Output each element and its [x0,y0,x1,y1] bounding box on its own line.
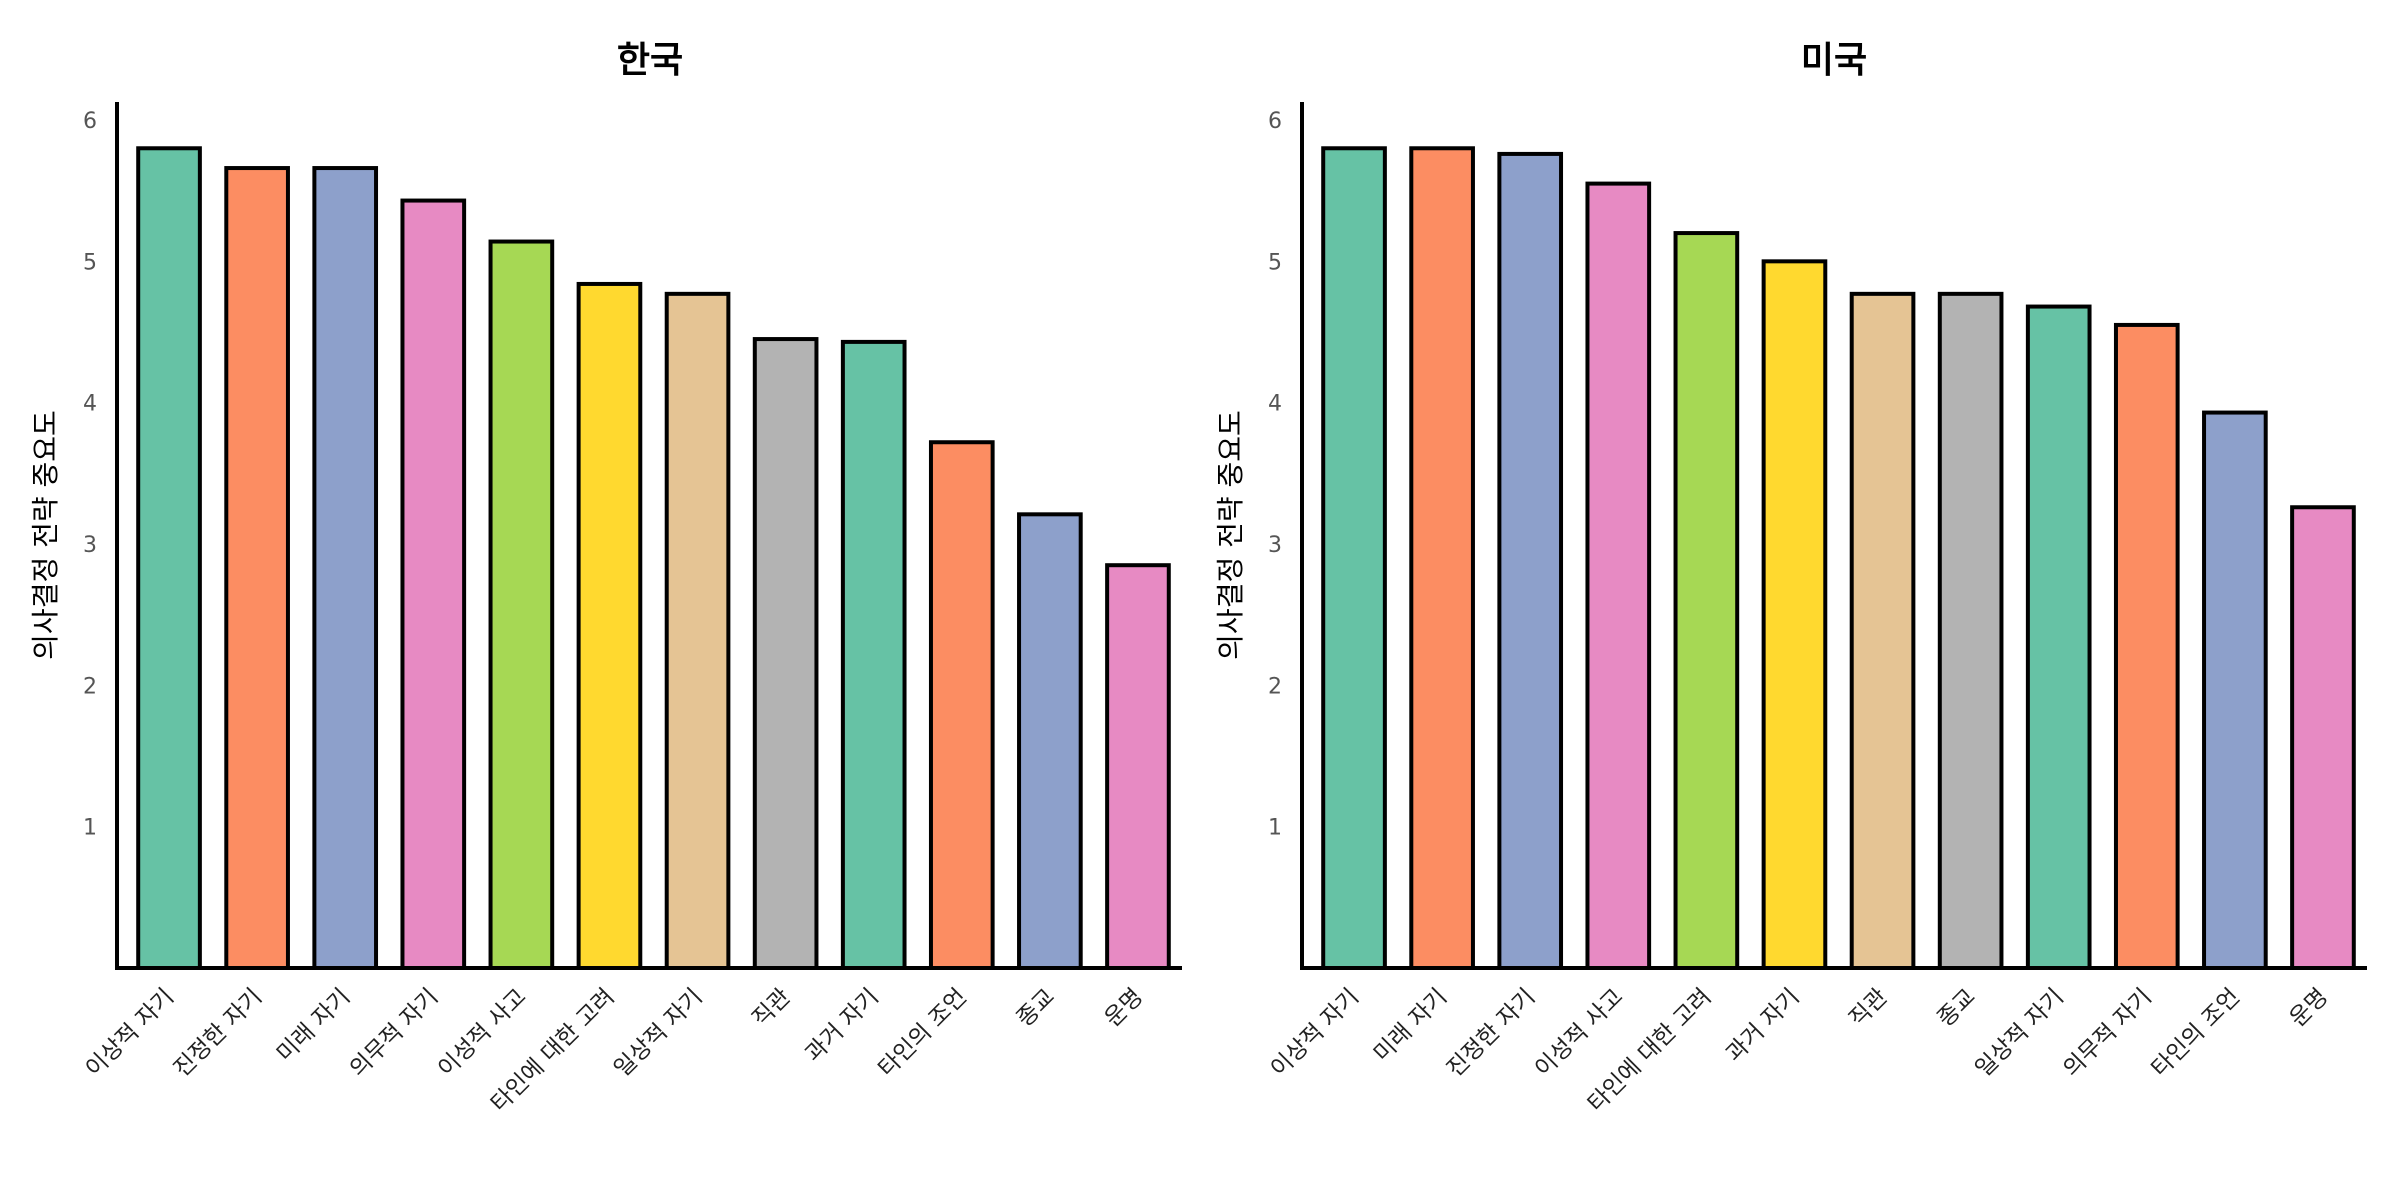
y-tick-label: 3 [1268,533,1282,558]
x-tick-label: 미래 자기 [272,984,355,1067]
bar [1497,151,1564,971]
y-tick-label: 5 [83,250,97,275]
bar [1849,291,1916,970]
x-tick-label: 진정한 자기 [1442,984,1540,1082]
bar [1105,563,1171,970]
x-tick-label: 타인의 조언 [2147,984,2245,1082]
y-tick-label: 3 [83,533,97,558]
y-axis-label: 의사결정 전략 중요도 [1214,410,1247,660]
bar [2113,322,2180,970]
y-tick-label: 1 [83,816,97,841]
bar [400,198,467,970]
bar [2290,505,2356,970]
bar [1673,231,1740,971]
bar [576,281,643,970]
x-tick-label: 운명 [1100,984,1148,1032]
x-tick-label: 과거 자기 [801,984,884,1067]
x-tick-label: 직관 [1844,984,1892,1032]
y-tick-label: 2 [1268,674,1282,699]
bar [840,339,907,971]
panel-title: 미국 [1801,40,1867,81]
x-tick-label: 일상적 자기 [1971,984,2069,1082]
bar [2025,304,2092,970]
x-tick-label: 일상적 자기 [609,984,707,1082]
bar [1017,512,1083,970]
x-tick-label: 종교 [1012,984,1060,1032]
bar [2202,410,2268,970]
bar [1761,259,1828,971]
y-tick-label: 2 [83,674,97,699]
x-tick-label: 타인의 조언 [874,984,972,1082]
bar [928,440,995,970]
bar [664,291,731,970]
bar [752,337,819,971]
x-tick-label: 이상적 자기 [81,984,179,1082]
bar [1585,181,1652,971]
bar [1409,146,1475,970]
y-tick-label: 5 [1268,250,1282,275]
y-axis-label: 의사결정 전략 중요도 [29,410,62,660]
bar [312,166,379,970]
y-tick-label: 6 [1268,109,1282,134]
x-tick-label: 의무적 자기 [2059,984,2157,1082]
bar [1321,146,1387,970]
x-tick-label: 과거 자기 [1721,984,1804,1067]
panel-title: 한국 [617,40,683,81]
y-tick-label: 4 [1268,392,1282,417]
x-tick-label: 종교 [1933,984,1981,1032]
x-tick-label: 미래 자기 [1369,984,1452,1067]
y-tick-label: 4 [83,392,97,417]
bar [488,239,555,970]
bar [1937,291,2004,970]
x-tick-label: 의무적 자기 [345,984,443,1082]
bar [136,146,202,970]
x-tick-label: 운명 [2285,984,2333,1032]
y-tick-label: 6 [83,109,97,134]
x-tick-label: 이상적 자기 [1266,984,1364,1082]
x-tick-label: 직관 [748,984,796,1032]
x-tick-label: 진정한 자기 [169,984,267,1082]
y-tick-label: 1 [1268,816,1282,841]
bar [224,166,290,970]
